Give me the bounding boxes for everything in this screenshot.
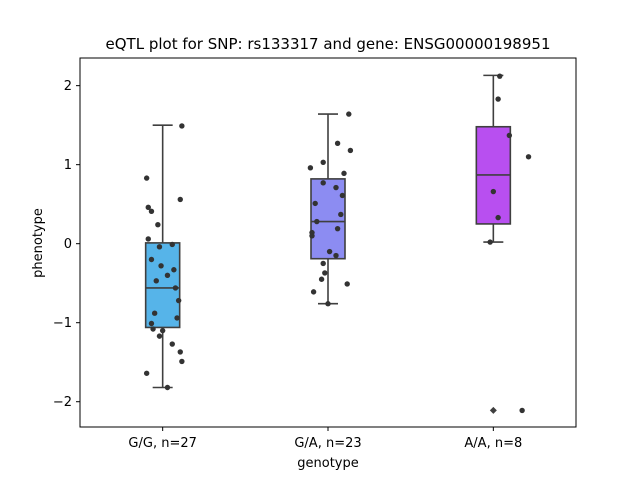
data-point <box>179 358 185 365</box>
data-point <box>322 270 328 276</box>
data-point <box>169 241 175 248</box>
data-point <box>177 196 183 203</box>
data-point <box>159 327 166 334</box>
data-point <box>312 200 318 207</box>
chart-title: eQTL plot for SNP: rs133317 and gene: EN… <box>106 35 551 53</box>
y-tick-label: −2 <box>53 395 72 410</box>
data-point <box>334 225 341 232</box>
data-point <box>145 204 151 211</box>
data-point <box>310 289 317 295</box>
data-point <box>333 252 339 259</box>
point-group <box>307 111 354 307</box>
x-tick-label: G/G, n=27 <box>128 436 196 451</box>
data-point <box>143 370 150 376</box>
data-point <box>307 165 314 171</box>
y-axis-title: phenotype <box>31 208 46 278</box>
x-tick-label: G/A, n=23 <box>294 436 361 451</box>
data-point <box>525 154 532 160</box>
data-point <box>320 159 326 165</box>
y-axis: −2 −1 0 1 2 <box>53 79 80 410</box>
data-point <box>158 263 164 269</box>
box <box>310 178 346 260</box>
data-point <box>155 222 161 228</box>
data-point <box>320 180 326 186</box>
data-point <box>487 239 493 245</box>
point-group <box>143 123 185 391</box>
y-tick-label: −1 <box>53 316 72 331</box>
data-point <box>174 315 180 321</box>
data-point <box>164 384 171 391</box>
data-point <box>347 147 354 154</box>
data-point <box>497 73 503 79</box>
data-point <box>148 320 155 327</box>
point-group <box>487 73 532 414</box>
data-point <box>175 297 182 304</box>
data-point <box>177 349 183 355</box>
data-point <box>318 276 325 282</box>
data-point <box>490 188 497 195</box>
data-point <box>519 407 525 414</box>
data-point <box>339 192 346 199</box>
data-point <box>326 248 333 255</box>
data-point <box>314 218 320 225</box>
plot-area <box>143 73 532 414</box>
data-point <box>346 111 352 117</box>
data-point <box>179 123 185 129</box>
data-point <box>148 256 155 263</box>
data-point <box>156 333 163 339</box>
data-point <box>148 208 155 214</box>
data-point <box>333 184 339 191</box>
box <box>144 242 181 329</box>
box-group <box>144 124 181 389</box>
data-point <box>172 285 179 291</box>
data-point <box>151 310 158 316</box>
data-point <box>150 326 156 332</box>
x-axis-title: genotype <box>297 456 358 471</box>
y-tick-label: 1 <box>64 158 72 173</box>
x-tick-label: A/A, n=8 <box>464 436 522 451</box>
data-point <box>334 140 341 147</box>
data-point <box>341 170 347 177</box>
data-point <box>338 211 344 218</box>
data-point <box>344 281 350 287</box>
outlier-marker <box>489 406 497 414</box>
data-point <box>169 341 175 347</box>
data-point <box>325 301 331 307</box>
data-point <box>495 214 501 221</box>
data-point <box>171 267 177 273</box>
data-point <box>495 96 501 102</box>
data-point <box>320 260 326 267</box>
box-group <box>475 74 512 414</box>
data-point <box>145 236 151 242</box>
y-tick-label: 0 <box>64 237 72 252</box>
data-point <box>156 244 163 250</box>
data-point <box>506 132 513 139</box>
data-point <box>309 233 315 239</box>
data-point <box>143 175 150 181</box>
x-axis: G/G, n=27 G/A, n=23 A/A, n=8 <box>128 427 522 451</box>
data-point <box>153 278 159 284</box>
data-point <box>164 272 171 278</box>
y-tick-label: 2 <box>64 79 72 94</box>
